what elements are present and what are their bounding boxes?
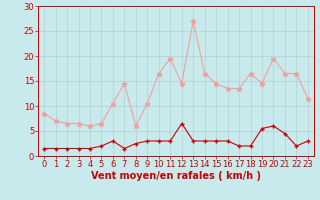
X-axis label: Vent moyen/en rafales ( km/h ): Vent moyen/en rafales ( km/h ) <box>91 171 261 181</box>
